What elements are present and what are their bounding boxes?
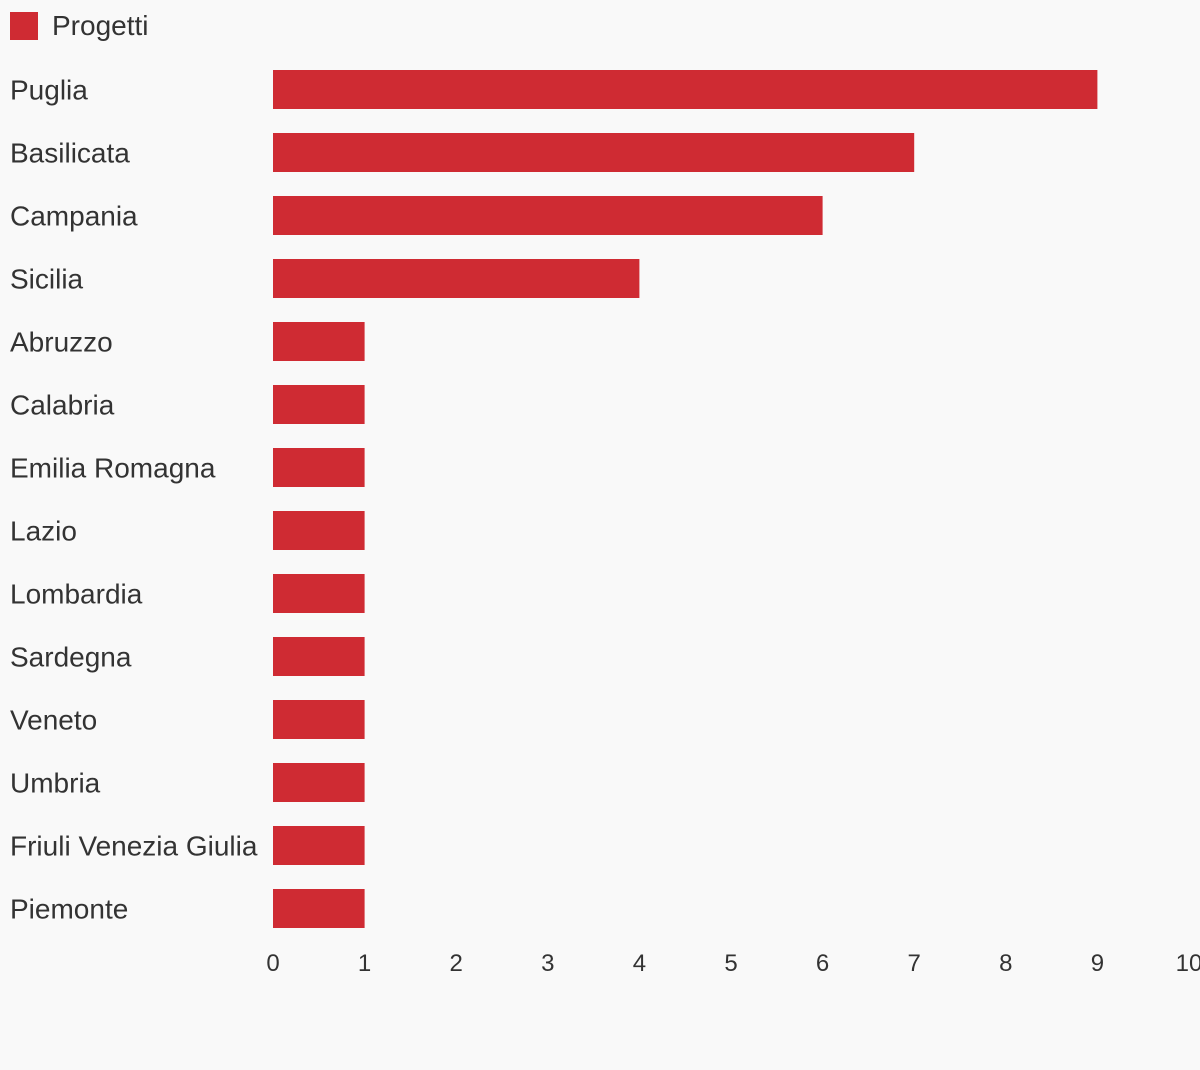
category-label: Calabria (10, 390, 115, 421)
category-label: Basilicata (10, 138, 130, 169)
bar-campania (273, 196, 823, 235)
category-label: Lazio (10, 516, 77, 547)
bars-layer (273, 70, 1098, 928)
x-tick-label: 7 (908, 950, 921, 977)
category-label: Sardegna (10, 642, 132, 673)
x-tick-label: 0 (266, 950, 279, 977)
bar-calabria (273, 385, 365, 424)
bar-piemonte (273, 889, 365, 928)
x-tick-label: 5 (724, 950, 737, 977)
category-label: Friuli Venezia Giulia (10, 831, 258, 862)
category-label: Puglia (10, 75, 88, 106)
chart-legend: Progetti (10, 9, 149, 43)
category-label: Lombardia (10, 579, 143, 610)
category-label: Piemonte (10, 894, 128, 925)
bar-basilicata (273, 133, 915, 172)
category-label: Emilia Romagna (10, 453, 216, 484)
x-axis-ticks: 0 1 2 3 4 5 6 7 8 9 10 (266, 950, 1200, 977)
x-tick-label: 2 (450, 950, 463, 977)
bar-sardegna (273, 637, 365, 676)
x-tick-label: 1 (358, 950, 371, 977)
category-label: Umbria (10, 768, 101, 799)
x-tick-label: 8 (999, 950, 1012, 977)
category-label: Campania (10, 201, 138, 232)
category-labels: Puglia Basilicata Campania Sicilia Abruzzo Ca… (10, 75, 258, 925)
legend-swatch (10, 12, 38, 40)
bar-lombardia (273, 574, 365, 613)
bar-lazio (273, 511, 365, 550)
x-tick-label: 4 (633, 950, 646, 977)
bar-friuli-venezia-giulia (273, 826, 365, 865)
bar-abruzzo (273, 322, 365, 361)
bar-emilia-romagna (273, 448, 365, 487)
bar-veneto (273, 700, 365, 739)
category-label: Sicilia (10, 264, 84, 295)
bar-puglia (273, 70, 1098, 109)
bar-sicilia (273, 259, 640, 298)
category-label: Abruzzo (10, 327, 113, 358)
x-tick-label: 9 (1091, 950, 1104, 977)
category-label: Veneto (10, 705, 97, 736)
bar-umbria (273, 763, 365, 802)
legend-label: Progetti (52, 10, 149, 41)
x-tick-label: 6 (816, 950, 829, 977)
x-tick-label: 10 (1176, 950, 1200, 977)
x-tick-label: 3 (541, 950, 554, 977)
